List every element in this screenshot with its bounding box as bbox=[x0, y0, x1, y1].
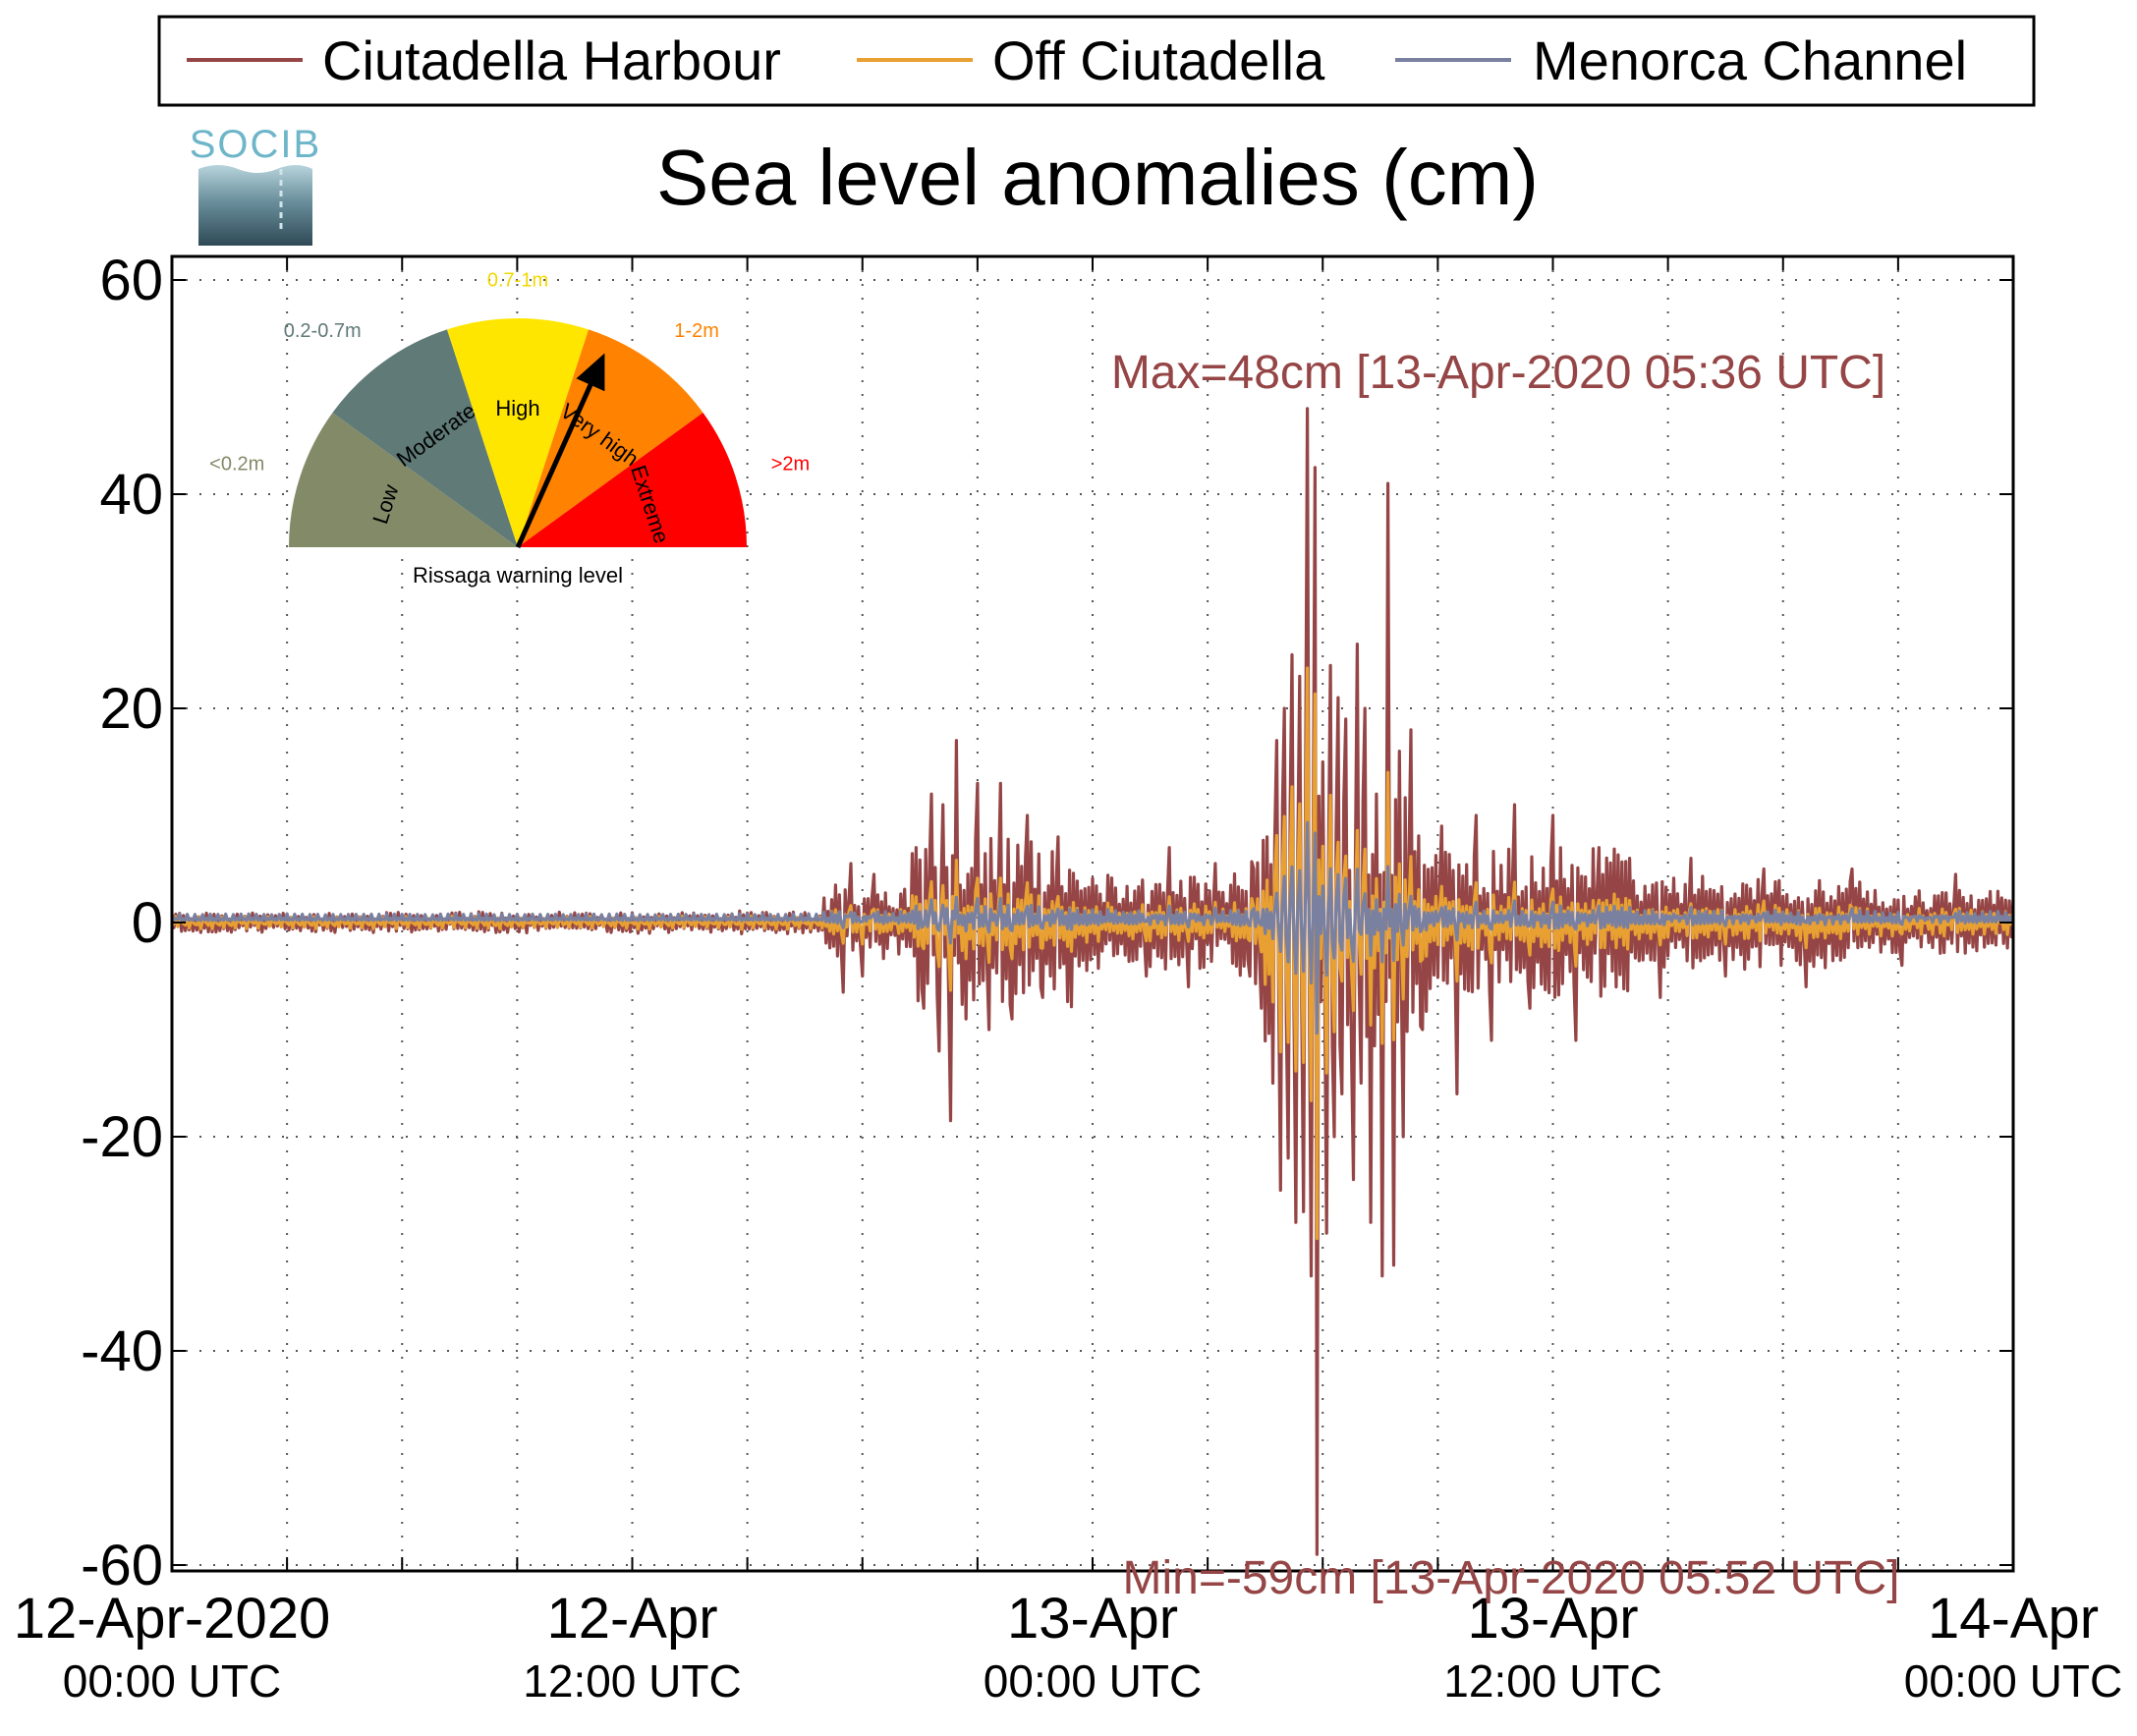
x-tick-sublabel: 00:00 UTC bbox=[984, 1655, 1202, 1707]
x-tick-label: 13-Apr bbox=[1007, 1587, 1178, 1651]
gauge-range-label: 0.7-1m bbox=[487, 269, 548, 291]
y-tick-label: 40 bbox=[99, 463, 163, 527]
x-tick-label: 13-Apr bbox=[1467, 1587, 1638, 1651]
x-tick-label: 14-Apr bbox=[1928, 1587, 2099, 1651]
gauge-segment bbox=[447, 317, 589, 547]
gauge-range-label: <0.2m bbox=[209, 454, 264, 476]
y-tick-label: -40 bbox=[81, 1319, 163, 1383]
gauge-range-label: 1-2m bbox=[674, 320, 719, 342]
x-tick-sublabel: 12:00 UTC bbox=[523, 1655, 741, 1707]
gauge-segment-label: High bbox=[495, 396, 539, 420]
legend-label-harbour: Ciutadella Harbour bbox=[322, 29, 781, 91]
gauge-segment bbox=[289, 413, 518, 547]
gauge-needle-head bbox=[576, 353, 605, 392]
gauge-segment bbox=[518, 413, 747, 547]
series-line-ciutadella-harbour bbox=[170, 407, 2015, 1556]
x-tick-sublabel: 00:00 UTC bbox=[1904, 1655, 2122, 1707]
chart-title: Sea level anomalies (cm) bbox=[656, 134, 1539, 221]
gauge-needle bbox=[515, 366, 601, 549]
legend-box bbox=[157, 15, 2036, 107]
x-tick-sublabel: 12:00 UTC bbox=[1443, 1655, 1661, 1707]
legend: Ciutadella Harbour Off Ciutadella Menorc… bbox=[157, 15, 2036, 107]
x-tick-sublabel: 00:00 UTC bbox=[63, 1655, 281, 1707]
series-layer bbox=[170, 407, 2015, 1556]
min-annotation: Min=-59cm [13-Apr-2020 05:52 UTC] bbox=[1122, 1552, 1899, 1604]
x-tick-label: 12-Apr-2020 bbox=[14, 1587, 330, 1651]
legend-label-off: Off Ciutadella bbox=[992, 29, 1325, 91]
gauge-segment bbox=[332, 329, 518, 547]
series-line-menorca-channel bbox=[170, 820, 2015, 1036]
socib-logo: SOCIB bbox=[190, 123, 321, 246]
gauge-caption: Rissaga warning level bbox=[413, 563, 623, 588]
legend-label-channel: Menorca Channel bbox=[1533, 29, 1967, 91]
gauge-range-label: 0.2-0.7m bbox=[284, 320, 362, 342]
y-tick-label: -60 bbox=[81, 1534, 163, 1597]
max-annotation: Max=48cm [13-Apr-2020 05:36 UTC] bbox=[1111, 347, 1885, 399]
y-tick-label: 20 bbox=[99, 677, 163, 741]
y-tick-label: -20 bbox=[81, 1105, 163, 1169]
x-tick-label: 12-Apr bbox=[546, 1587, 717, 1651]
y-axis-labels: 60 40 20 0 -20 -40 -60 bbox=[81, 249, 163, 1597]
logo-wave bbox=[198, 165, 312, 246]
logo-text: SOCIB bbox=[190, 123, 321, 166]
gauge-segment bbox=[518, 329, 703, 547]
gauge-range-label: >2m bbox=[771, 454, 810, 476]
y-tick-label: 60 bbox=[99, 249, 163, 312]
axis-ticks bbox=[171, 256, 2014, 1571]
y-tick-label: 0 bbox=[132, 891, 163, 955]
plot-area bbox=[170, 254, 2015, 1573]
